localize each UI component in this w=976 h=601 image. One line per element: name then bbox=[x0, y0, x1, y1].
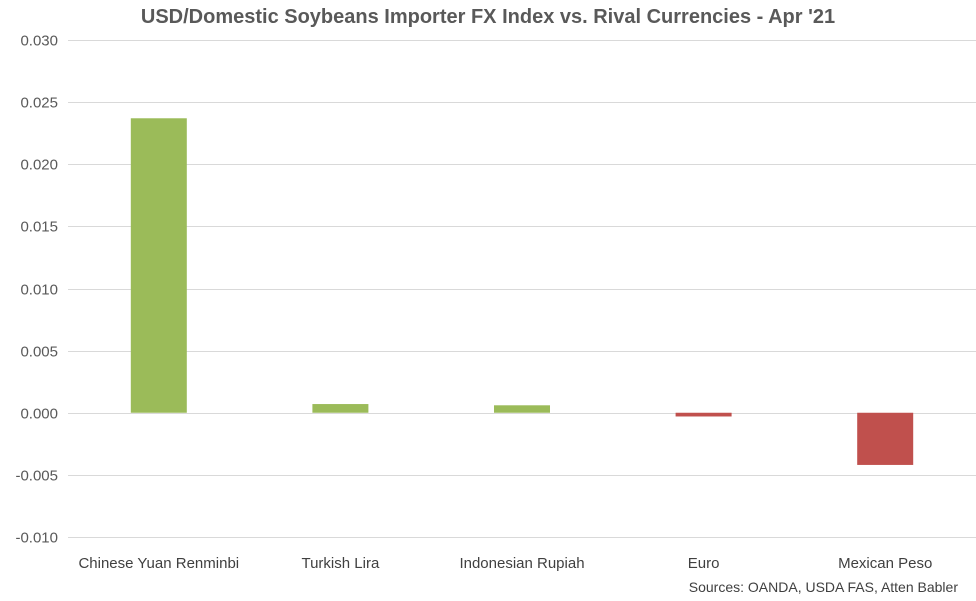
x-category-label: Turkish Lira bbox=[301, 555, 379, 572]
bar-indonesian-rupiah bbox=[494, 405, 550, 413]
y-tick-label: 0.010 bbox=[20, 282, 58, 299]
chart-title: USD/Domestic Soybeans Importer FX Index … bbox=[140, 6, 836, 28]
y-tick-label: 0.015 bbox=[20, 219, 58, 236]
bar-mexican-peso bbox=[857, 412, 914, 465]
x-category-label: Chinese Yuan Renminbi bbox=[78, 555, 239, 572]
y-tick-label: 0.030 bbox=[20, 33, 58, 50]
bar-chinese-yuan-renminbi bbox=[130, 118, 187, 413]
x-category-label: Indonesian Rupiah bbox=[459, 555, 584, 572]
y-tick-label: 0.000 bbox=[20, 406, 58, 423]
y-tick-label: 0.020 bbox=[20, 157, 58, 174]
x-category-label: Euro bbox=[688, 555, 720, 572]
y-tick-label: -0.010 bbox=[15, 530, 58, 547]
bar-turkish-lira bbox=[312, 404, 369, 413]
y-tick-label: 0.025 bbox=[20, 95, 58, 112]
y-tick-label: 0.005 bbox=[20, 344, 58, 361]
bar-euro bbox=[675, 412, 732, 417]
y-tick-label: -0.005 bbox=[15, 468, 58, 485]
x-category-label: Mexican Peso bbox=[838, 555, 932, 572]
chart-source-note: Sources: OANDA, USDA FAS, Atten Babler bbox=[688, 579, 958, 595]
